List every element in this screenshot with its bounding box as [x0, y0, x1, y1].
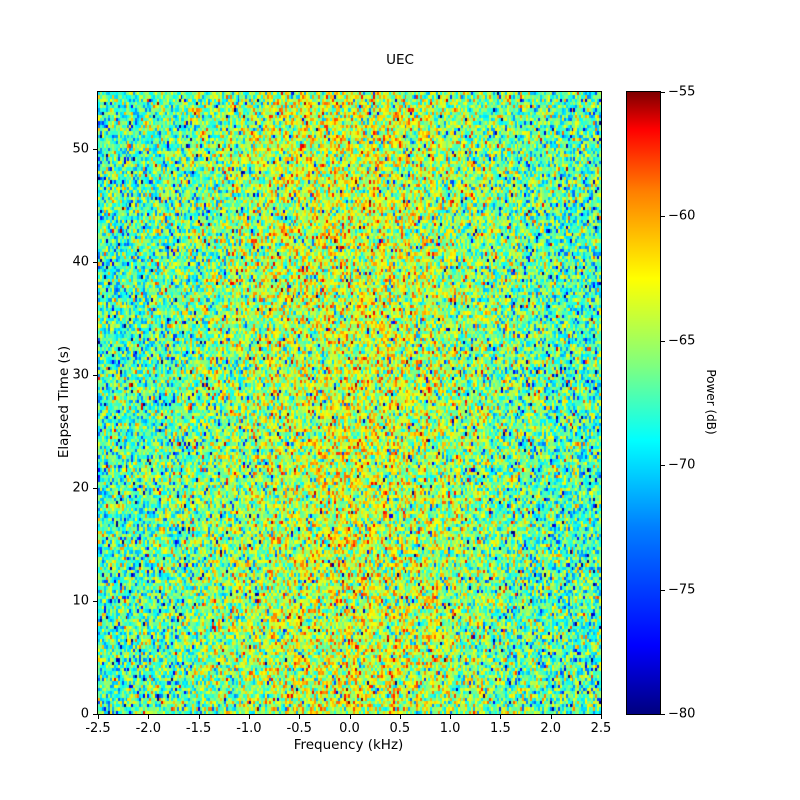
x-tick-mark — [450, 715, 452, 719]
x-tick-mark — [198, 715, 200, 719]
colorbar-tick-mark — [661, 714, 665, 715]
x-tick-label: -1.5 — [185, 721, 212, 736]
x-tick-label: -2.5 — [85, 721, 111, 736]
x-axis-label: Frequency (kHz) — [293, 737, 404, 753]
x-tick-label: 0.0 — [339, 721, 360, 736]
x-tick-mark — [148, 715, 150, 719]
y-tick-label: 0 — [80, 706, 89, 722]
colorbar-tick-label: −60 — [668, 208, 696, 224]
spectrogram-plot-area — [97, 91, 602, 715]
colorbar-label: Power (dB) — [704, 369, 718, 435]
colorbar-tick-mark — [661, 92, 665, 93]
x-tick-label: 0.5 — [389, 721, 411, 736]
x-tick-mark — [601, 715, 602, 719]
x-tick-label: 2.0 — [540, 721, 562, 736]
colorbar-tick-label: −70 — [668, 457, 696, 473]
y-tick-label: 30 — [72, 367, 89, 383]
x-tick-mark — [248, 715, 250, 719]
y-tick-mark — [93, 600, 97, 602]
spectrogram-image — [98, 92, 601, 714]
x-tick-label: -2.0 — [135, 721, 161, 736]
y-tick-mark — [93, 374, 97, 376]
y-axis-label: Elapsed Time (s) — [56, 345, 72, 459]
colorbar-tick-mark — [661, 216, 665, 218]
colorbar-tick-label: −80 — [668, 706, 696, 722]
title-line-station: UEC — [386, 52, 414, 69]
colorbar-tick-mark — [661, 465, 665, 467]
colorbar — [626, 91, 661, 715]
x-tick-mark — [399, 715, 401, 719]
y-tick-label: 20 — [72, 480, 89, 496]
y-tick-mark — [93, 261, 97, 263]
colorbar-gradient — [627, 92, 660, 714]
x-tick-label: -1.0 — [236, 721, 262, 736]
x-tick-mark — [98, 715, 99, 719]
colorbar-tick-mark — [661, 340, 665, 342]
y-tick-label: 40 — [72, 254, 89, 270]
x-tick-label: 2.5 — [590, 721, 612, 736]
y-tick-mark — [93, 148, 97, 150]
x-tick-mark — [299, 715, 301, 719]
colorbar-tick-label: −65 — [668, 333, 696, 349]
x-tick-label: -0.5 — [286, 721, 312, 736]
y-tick-mark — [93, 714, 97, 715]
x-tick-label: 1.0 — [439, 721, 461, 736]
x-tick-mark — [550, 715, 552, 719]
colorbar-tick-label: −55 — [668, 84, 696, 100]
y-tick-mark — [93, 487, 97, 489]
y-tick-label: 50 — [72, 141, 89, 157]
x-tick-mark — [349, 715, 351, 719]
x-tick-mark — [500, 715, 502, 719]
colorbar-tick-label: −75 — [668, 582, 696, 598]
y-tick-label: 10 — [72, 593, 89, 609]
x-tick-label: 1.5 — [490, 721, 511, 736]
colorbar-tick-mark — [661, 589, 665, 591]
